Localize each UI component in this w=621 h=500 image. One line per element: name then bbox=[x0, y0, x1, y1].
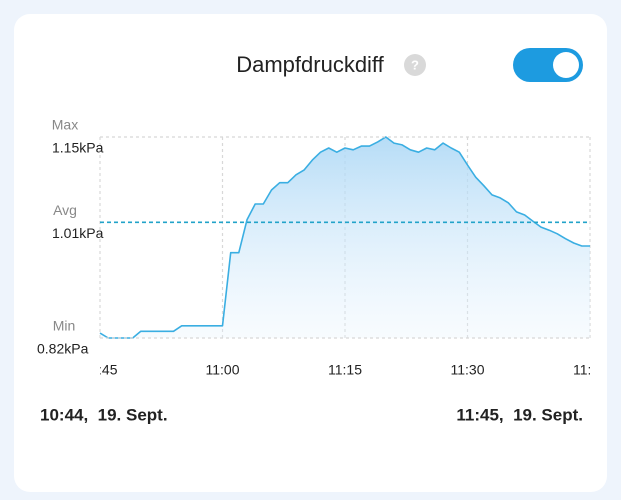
y-tick-label: 1.15kPa bbox=[52, 140, 104, 156]
y-tick-label: 0.82kPa bbox=[37, 341, 89, 357]
x-tick-label: 11:45 bbox=[573, 362, 607, 378]
range-end: 11:45, 19. Sept. bbox=[456, 405, 583, 424]
help-circle[interactable] bbox=[404, 54, 426, 76]
y-tick-name: Avg bbox=[53, 202, 77, 218]
range-start: 10:44, 19. Sept. bbox=[40, 405, 168, 424]
x-tick-label: 11:30 bbox=[451, 362, 485, 378]
x-tick-label: 10:45 bbox=[82, 362, 117, 378]
y-tick-name: Min bbox=[53, 318, 76, 334]
y-tick-name: Max bbox=[52, 117, 78, 133]
x-tick-label: 11:00 bbox=[206, 362, 240, 378]
x-tick-labels: 10:45 11:00 11:15 11:30 11:45 bbox=[82, 362, 607, 378]
chart-title: Dampfdruckdiff bbox=[236, 52, 384, 77]
area bbox=[100, 137, 590, 338]
toggle[interactable] bbox=[513, 48, 583, 82]
help-button[interactable]: ? bbox=[404, 54, 426, 76]
toggle-knob[interactable] bbox=[553, 52, 579, 78]
x-tick-label: 11:15 bbox=[328, 362, 362, 378]
data-line bbox=[99, 136, 590, 339]
plot: 10:45 11:00 11:15 11:30 11:45 Max 1.15kPa Avg 1.… bbox=[37, 117, 607, 378]
y-tick-label: 1.01kPa bbox=[52, 225, 104, 241]
help-icon[interactable]: ? bbox=[411, 57, 419, 72]
